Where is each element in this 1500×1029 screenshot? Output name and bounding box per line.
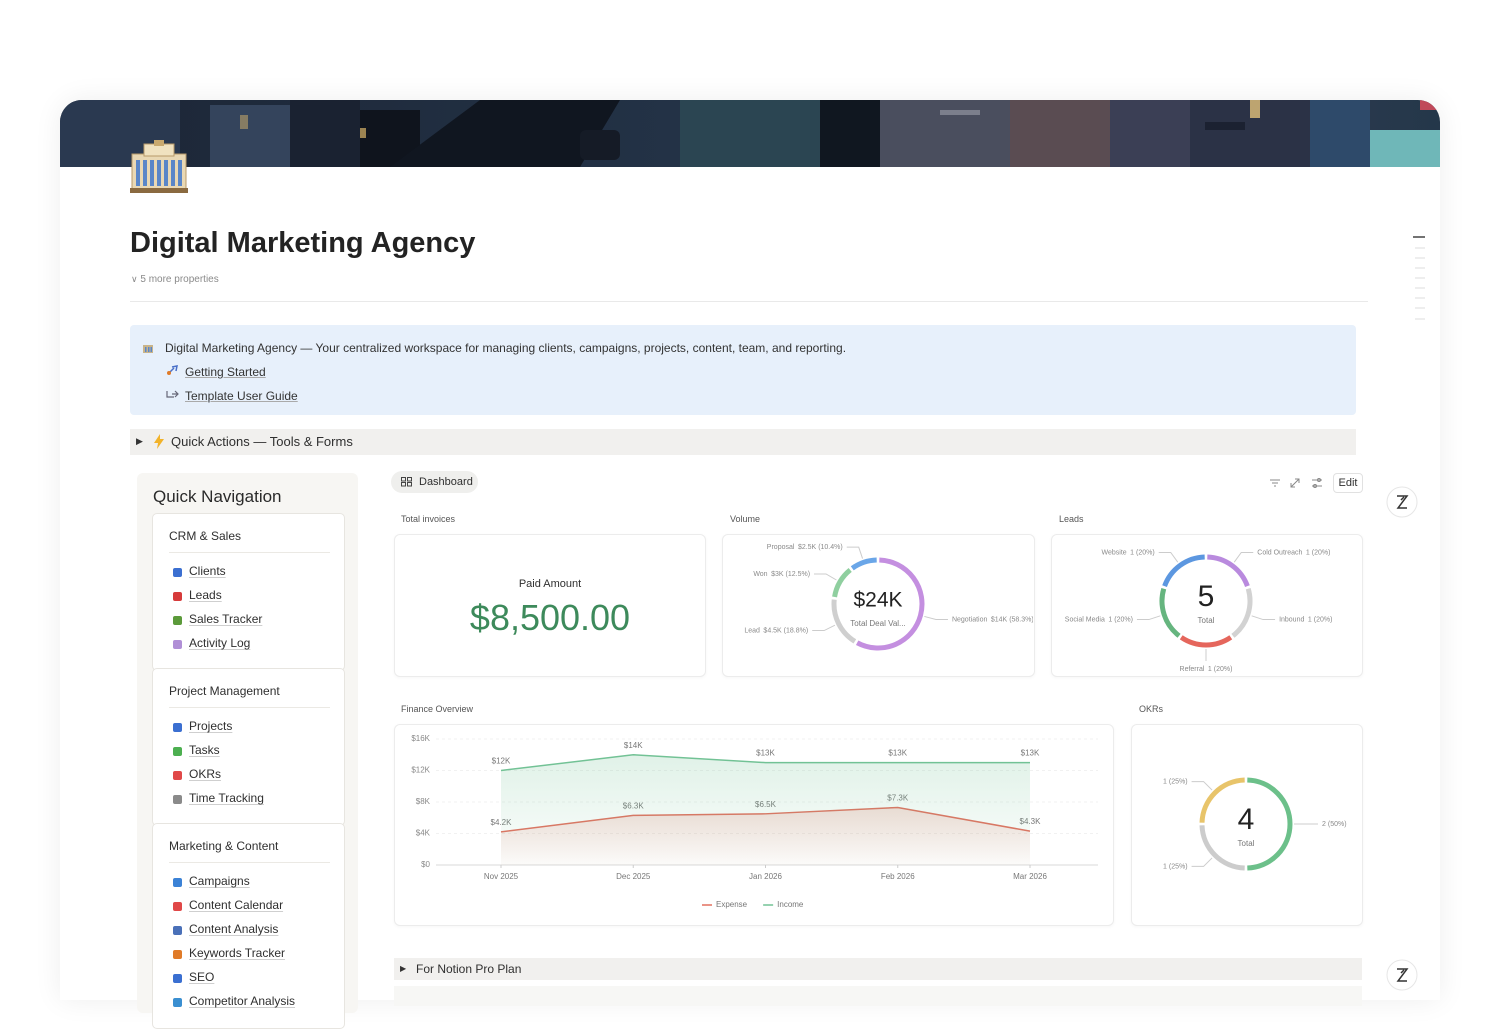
link-icon — [166, 390, 179, 398]
ai-button[interactable] — [1385, 485, 1419, 519]
widget-label: Total invoices — [401, 514, 456, 524]
dashboard-tab[interactable]: Dashboard — [391, 471, 478, 493]
nav-link[interactable]: Sales Tracker — [189, 612, 263, 626]
page-icon — [130, 140, 188, 193]
nav-section-title: Marketing & Content — [169, 839, 279, 853]
nav-icon — [173, 723, 182, 732]
nav-icon — [173, 568, 182, 577]
finance-card — [394, 724, 1114, 926]
widget-label: Leads — [1059, 514, 1084, 524]
nav-icon — [173, 878, 182, 887]
pro-plan-toggle[interactable]: ▶ For Notion Pro Plan — [394, 958, 1362, 980]
divider — [169, 707, 330, 708]
divider — [169, 862, 330, 863]
nav-icon — [173, 747, 182, 756]
nav-icon — [173, 974, 182, 983]
chevron: ∨ — [131, 274, 138, 284]
callout: Digital Marketing Agency — Your centrali… — [130, 325, 1356, 415]
link-icon — [167, 365, 178, 375]
edit-button[interactable]: Edit — [1333, 473, 1363, 493]
nav-link[interactable]: SEO — [189, 970, 215, 984]
nav-section: Project Management Projects Tasks OKRs Time … — [152, 668, 345, 826]
collapsed-block — [394, 986, 1362, 1006]
outline-marks — [1413, 236, 1425, 320]
volume-card — [722, 534, 1035, 677]
toggle-label: For Notion Pro Plan — [416, 962, 522, 976]
divider — [130, 301, 1368, 302]
nav-icon — [173, 592, 182, 601]
properties-label: 5 more properties — [140, 274, 219, 285]
tab-icon — [401, 477, 412, 487]
callout-icon — [143, 345, 153, 353]
toggle-arrow: ▶ — [400, 964, 407, 973]
divider — [169, 552, 330, 553]
nav-link[interactable]: Campaigns — [189, 874, 250, 888]
nav-icon — [173, 950, 182, 959]
page-title: Digital Marketing Agency — [130, 227, 476, 259]
nav-link[interactable]: Content Analysis — [189, 922, 279, 936]
nav-link[interactable]: Tasks — [189, 743, 220, 757]
ai-button[interactable] — [1385, 958, 1419, 992]
nav-section: CRM & Sales Clients Leads Sales Tracker Acti… — [152, 513, 345, 671]
okrs-card — [1131, 724, 1363, 926]
nav-icon — [173, 926, 182, 935]
page: Digital Marketing Agency ∨ 5 more proper… — [60, 100, 1440, 1029]
nav-link[interactable]: Content Calendar — [189, 898, 284, 912]
quick-actions-toggle[interactable]: ▶ Quick Actions — Tools & Forms — [130, 429, 1356, 455]
nav-icon — [173, 616, 182, 625]
invoice-amount: $8,500.00 — [469, 597, 631, 638]
lightning-icon — [154, 434, 164, 449]
nav-link[interactable]: OKRs — [189, 767, 222, 781]
nav-icon — [173, 640, 182, 649]
nav-link[interactable]: Leads — [189, 588, 222, 602]
link[interactable]: Template User Guide — [185, 389, 298, 403]
widget-label: Volume — [730, 514, 761, 524]
nav-section-title: CRM & Sales — [169, 529, 242, 543]
nav-icon — [173, 902, 182, 911]
nav-icon — [173, 795, 182, 804]
nav-link[interactable]: Competitor Analysis — [189, 994, 296, 1008]
cover-image — [60, 100, 1440, 167]
toggle-arrow: ▶ — [136, 436, 143, 446]
nav-link[interactable]: Clients — [189, 564, 226, 578]
view-controls[interactable] — [1268, 476, 1328, 490]
callout-text: Digital Marketing Agency — Your centrali… — [165, 341, 847, 355]
nav-title: Quick Navigation — [153, 487, 282, 506]
leads-card — [1051, 534, 1363, 677]
widget-label: Finance Overview — [401, 704, 474, 714]
properties-toggle[interactable]: ∨ 5 more properties — [131, 274, 219, 285]
invoice-label: Paid Amount — [518, 578, 582, 590]
nav-section-title: Project Management — [169, 684, 280, 698]
nav-link[interactable]: Time Tracking — [189, 791, 264, 805]
nav-link[interactable]: Keywords Tracker — [189, 946, 286, 960]
invoice-card: Paid Amount $8,500.00 — [394, 534, 706, 677]
tab-label: Dashboard — [419, 476, 473, 488]
quick-navigation: Quick Navigation CRM & Sales Clients Leads… — [137, 473, 358, 1029]
nav-icon — [173, 998, 182, 1007]
nav-link[interactable]: Projects — [189, 719, 233, 733]
link[interactable]: Getting Started — [185, 365, 266, 379]
widget-label: OKRs — [1139, 704, 1164, 714]
nav-link[interactable]: Activity Log — [189, 636, 251, 650]
nav-icon — [173, 771, 182, 780]
toggle-label: Quick Actions — Tools & Forms — [171, 434, 353, 449]
nav-section: Marketing & Content Campaigns Content Cale… — [152, 823, 345, 1029]
